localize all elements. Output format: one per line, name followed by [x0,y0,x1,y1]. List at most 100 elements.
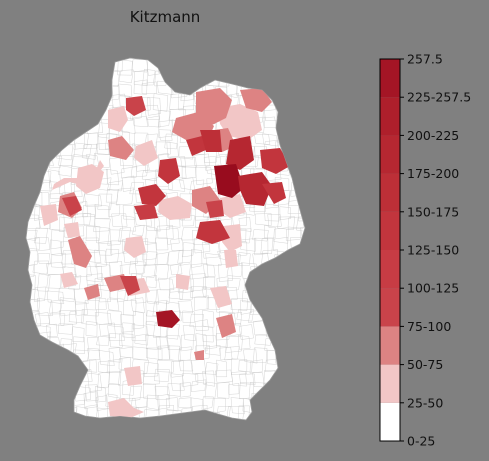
legend-swatch-9 [380,59,400,98]
district-border [181,227,199,241]
district-border [181,242,195,258]
district-border [205,253,222,266]
district-border [50,229,65,250]
district-ne-2 [226,136,254,170]
district-border [225,336,243,353]
district-border [157,394,170,410]
district-border [93,153,111,168]
district-n-9 [186,136,206,156]
district-border [87,372,103,392]
district-border [97,193,113,210]
district-border [130,396,148,409]
district-border [46,290,65,304]
district-border [226,278,241,292]
district-border [58,323,73,335]
district-border [231,358,248,375]
district-border [165,397,179,412]
district-border [122,204,136,220]
district-border [107,298,120,312]
district-border [86,273,104,286]
district-border [178,346,192,362]
district-border [108,384,121,399]
district-border [95,297,107,310]
district-s-5 [176,274,190,290]
district-border [26,274,36,290]
district-border [158,129,173,141]
district-border [94,249,107,268]
district-border [193,153,210,166]
district-border [168,345,181,362]
district-border [155,336,169,349]
district-border [96,334,111,347]
district-border [59,297,77,317]
district-border [155,289,171,304]
district-n-5 [108,136,134,160]
legend-swatch-6 [380,173,400,212]
district-border [37,253,51,265]
district-border [231,371,248,387]
district-border [164,133,179,150]
district-border [51,252,66,268]
district-border [216,359,227,377]
district-border [182,372,199,387]
district-c-3 [222,224,242,252]
district-w-5 [68,236,92,268]
district-border [169,92,185,110]
district-border [158,120,173,138]
district-border [205,410,220,420]
district-c-1 [158,196,192,220]
district-n-7 [126,96,146,116]
district-border [166,141,179,158]
district-border [107,310,123,326]
district-border [236,309,255,322]
district-border [167,249,184,266]
district-border [144,104,160,120]
district-border [120,215,136,232]
district-border [87,348,101,360]
district-border [110,240,125,255]
district-border [262,133,279,147]
district-w-2 [40,204,58,226]
district-border [81,309,97,326]
legend-label: 125-150 [407,243,459,258]
legend-swatch-1 [380,364,400,403]
district-border [85,321,98,337]
district-border [106,168,120,186]
district-c-9 [196,220,230,244]
district-border [167,178,186,192]
district-border [170,373,185,391]
district-border [252,229,269,242]
district-border [142,373,160,386]
district-s-9 [194,350,204,360]
district-border [203,264,216,277]
district-border [84,132,98,149]
district-border [58,287,75,302]
district-border [95,386,106,403]
district-border [83,212,96,228]
district-border [145,310,159,326]
district-border [96,142,110,155]
district-border [145,334,162,350]
district-border [83,391,98,409]
legend-label: 150-175 [407,204,459,219]
district-border [107,325,125,341]
district-border [154,264,170,281]
district-border [152,93,169,112]
district-border [285,227,302,241]
district-border [108,371,122,385]
district-border [260,238,274,255]
district-border [219,346,233,361]
district-border [230,298,248,311]
district-border [157,110,171,128]
district-border [99,322,116,339]
district-border [109,333,123,348]
district-border [37,273,51,292]
district-border [146,394,160,411]
district-border [296,217,305,233]
district-border [191,263,209,279]
district-border [119,333,134,347]
district-border [34,237,50,252]
district-south-central [156,310,180,328]
